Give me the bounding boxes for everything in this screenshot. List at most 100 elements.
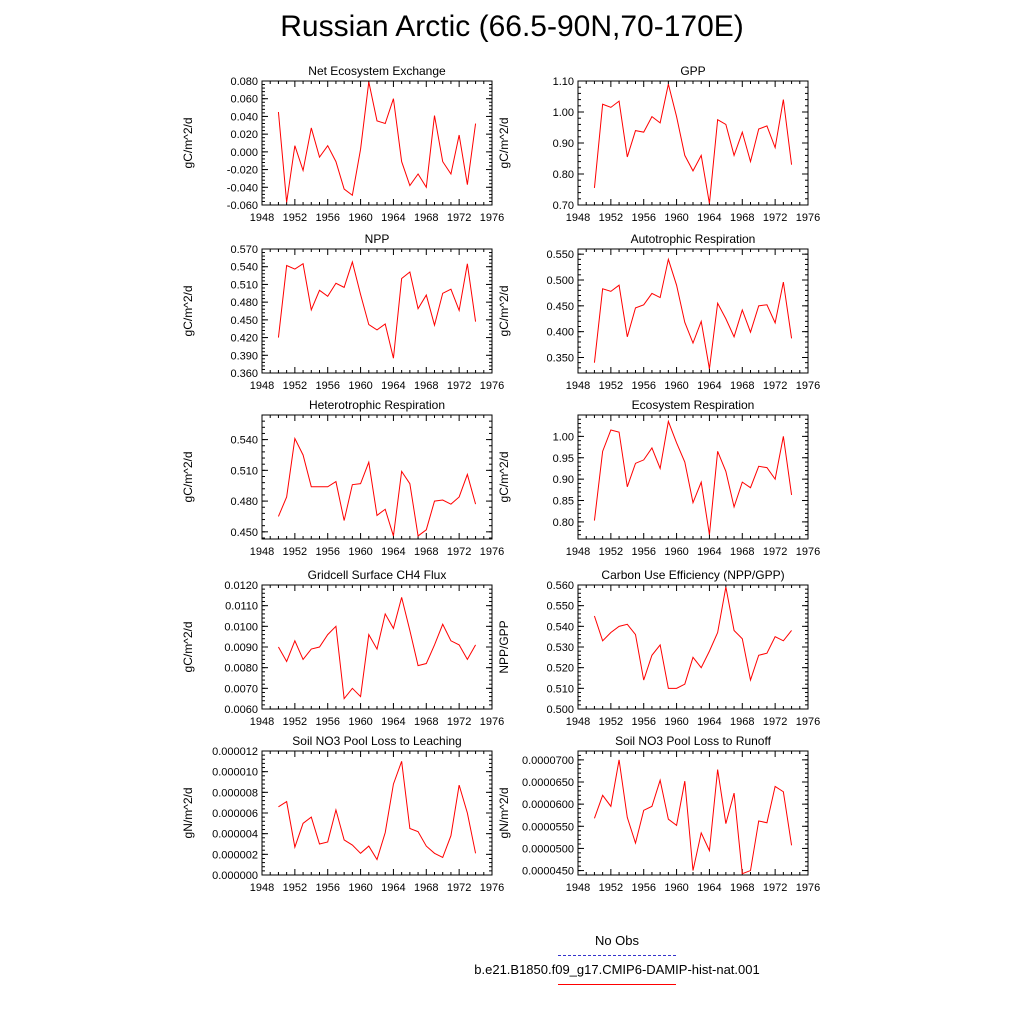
panel-title: Heterotrophic Respiration: [309, 398, 445, 412]
y-tick-label: 0.390: [230, 350, 258, 362]
y-tick-label: 0.530: [546, 642, 574, 654]
chart-panel-4: Heterotrophic Respiration gC/m^2/d 1948 195…: [181, 398, 504, 558]
y-tick-label: 0.000: [230, 147, 258, 159]
series-line-0: [278, 761, 477, 861]
x-tick-label: 1948: [566, 380, 590, 392]
x-tick-label: 1968: [730, 882, 754, 894]
x-tick-label: 1956: [631, 212, 655, 224]
chart-panel-7: Carbon Use Efficiency (NPP/GPP) NPP/GPP 19…: [497, 568, 820, 728]
x-tick-label: 1968: [414, 882, 438, 894]
panel-title: Soil NO3 Pool Loss to Runoff: [615, 734, 772, 748]
x-tick-label: 1956: [631, 882, 655, 894]
y-tick-label: 0.450: [546, 301, 574, 313]
y-tick-label: 0.020: [230, 129, 258, 141]
y-tick-label: 0.90: [553, 474, 574, 486]
y-tick-label: 0.80: [553, 169, 574, 181]
panel-title: GPP: [680, 64, 705, 78]
y-tick-label: 0.510: [546, 683, 574, 695]
x-tick-label: 1968: [730, 546, 754, 558]
x-tick-label: 1964: [381, 212, 405, 224]
x-tick-label: 1956: [315, 212, 339, 224]
y-tick-label: 0.360: [230, 368, 258, 380]
y-tick-label: 0.0000450: [522, 866, 574, 878]
y-tick-label: 0.540: [546, 621, 574, 633]
y-tick-label: 0.85: [553, 496, 574, 508]
y-axis-label: gC/m^2/d: [497, 118, 511, 169]
x-tick-label: 1976: [480, 212, 504, 224]
x-tick-label: 1952: [283, 716, 307, 728]
x-tick-label: 1948: [250, 212, 274, 224]
plot-frame: [577, 584, 809, 710]
y-tick-label: 0.0100: [224, 621, 258, 633]
series-line-0: [593, 83, 793, 204]
y-tick-label: 0.0000500: [522, 843, 574, 855]
y-tick-label: 0.0000550: [522, 821, 574, 833]
x-tick-label: 1964: [697, 546, 721, 558]
y-axis-label: gC/m^2/d: [181, 118, 195, 169]
x-tick-label: 1956: [315, 546, 339, 558]
y-tick-label: 0.550: [546, 249, 574, 261]
chart-panel-2: NPP gC/m^2/d 1948 1952 1956 1960 1964 1968 1972 1…: [181, 232, 504, 392]
y-tick-label: 1.00: [553, 431, 574, 443]
x-tick-label: 1952: [283, 546, 307, 558]
y-tick-label: 0.500: [546, 704, 574, 716]
x-tick-label: 1948: [250, 380, 274, 392]
x-tick-label: 1956: [315, 380, 339, 392]
y-tick-label: 0.0000650: [522, 777, 574, 789]
x-tick-label: 1960: [348, 882, 372, 894]
y-tick-label: 0.080: [230, 76, 258, 88]
y-tick-label: 0.550: [546, 601, 574, 613]
x-tick-label: 1964: [697, 716, 721, 728]
panel-title: Gridcell Surface CH4 Flux: [308, 568, 447, 582]
x-tick-label: 1972: [763, 380, 787, 392]
y-tick-label: 0.400: [546, 327, 574, 339]
x-tick-label: 1964: [381, 546, 405, 558]
y-tick-label: 0.000008: [212, 787, 258, 799]
y-tick-label: 0.000010: [212, 767, 258, 779]
x-tick-label: 1972: [763, 716, 787, 728]
x-tick-label: 1960: [348, 380, 372, 392]
y-tick-label: 0.70: [553, 200, 574, 212]
y-tick-label: 0.520: [546, 663, 574, 675]
y-tick-label: -0.040: [227, 182, 258, 194]
x-tick-label: 1964: [697, 882, 721, 894]
x-tick-label: 1960: [664, 882, 688, 894]
y-tick-label: 0.80: [553, 517, 574, 529]
x-tick-label: 1968: [730, 716, 754, 728]
y-tick-label: 0.0000700: [522, 755, 574, 767]
x-tick-label: 1948: [566, 212, 590, 224]
chart-panel-0: Net Ecosystem Exchange gC/m^2/d 1948 1952 19…: [181, 64, 504, 224]
panel-title: Soil NO3 Pool Loss to Leaching: [292, 734, 461, 748]
x-tick-label: 1968: [414, 716, 438, 728]
y-axis-label: NPP/GPP: [497, 620, 511, 673]
y-tick-label: 0.0120: [224, 580, 258, 592]
y-tick-label: 0.570: [230, 244, 258, 256]
y-tick-label: 0.95: [553, 453, 574, 465]
y-tick-label: 0.480: [230, 297, 258, 309]
x-tick-label: 1976: [796, 546, 820, 558]
x-tick-label: 1968: [414, 212, 438, 224]
y-tick-label: 0.510: [230, 465, 258, 477]
panel-title: Ecosystem Respiration: [632, 398, 755, 412]
y-tick-label: 0.060: [230, 94, 258, 106]
x-tick-label: 1976: [796, 716, 820, 728]
plot-frame: [577, 248, 809, 374]
x-tick-label: 1948: [566, 882, 590, 894]
x-tick-label: 1972: [447, 546, 471, 558]
chart-panel-3: Autotrophic Respiration gC/m^2/d 1948 1952 1…: [497, 232, 820, 392]
y-tick-label: 0.0000600: [522, 799, 574, 811]
x-tick-label: 1964: [697, 212, 721, 224]
x-tick-label: 1976: [480, 716, 504, 728]
x-tick-label: 1972: [763, 546, 787, 558]
x-tick-label: 1964: [381, 882, 405, 894]
y-tick-label: 0.0090: [224, 642, 258, 654]
y-tick-label: 0.000004: [212, 829, 258, 841]
x-tick-label: 1976: [796, 380, 820, 392]
x-tick-label: 1976: [480, 380, 504, 392]
panel-title: Net Ecosystem Exchange: [308, 64, 446, 78]
chart-panel-9: Soil NO3 Pool Loss to Runoff gN/m^2/d 1948…: [497, 734, 820, 894]
x-tick-label: 1976: [796, 212, 820, 224]
y-tick-label: 0.480: [230, 496, 258, 508]
x-tick-label: 1964: [697, 380, 721, 392]
